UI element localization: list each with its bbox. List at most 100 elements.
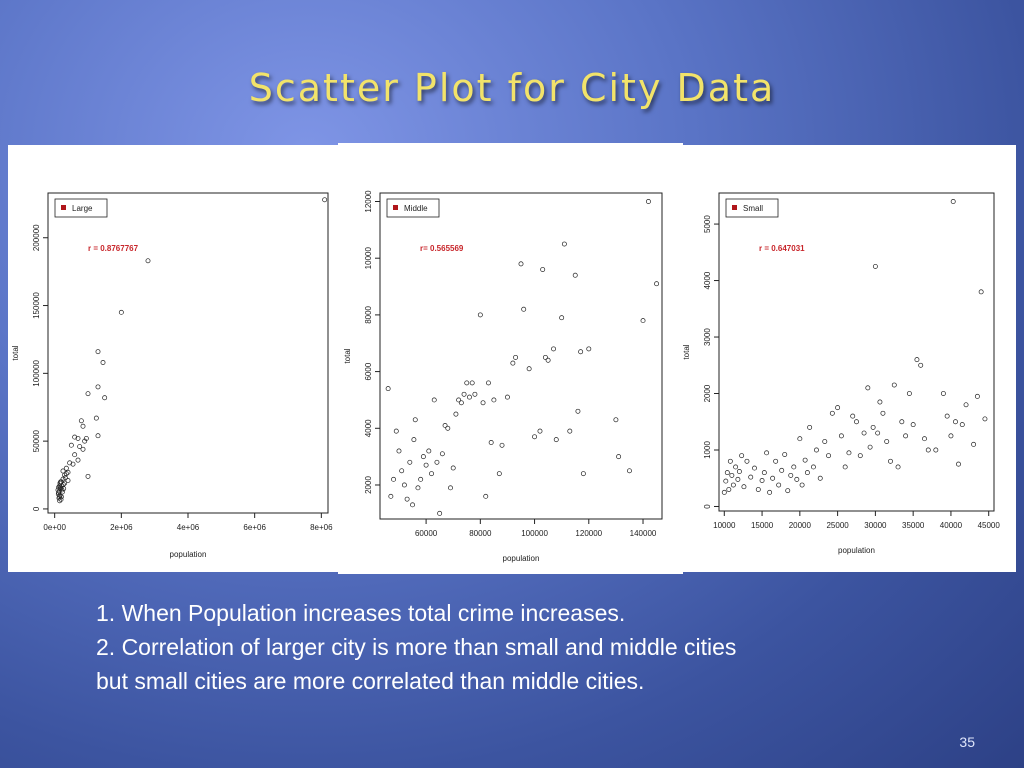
legend-marker	[61, 205, 66, 210]
x-tick-label: 120000	[575, 529, 602, 538]
data-point	[877, 399, 883, 405]
legend-label: Small	[743, 204, 763, 213]
legend: Middle	[386, 198, 440, 218]
data-point	[572, 272, 578, 278]
data-point	[895, 464, 901, 470]
data-point	[788, 472, 794, 478]
data-point	[914, 357, 920, 363]
data-point	[953, 419, 958, 425]
data-point	[906, 391, 912, 396]
y-tick-label: 0	[703, 504, 712, 509]
data-point	[453, 411, 459, 417]
data-point	[759, 478, 765, 483]
data-point	[63, 465, 69, 471]
data-point	[726, 487, 732, 492]
data-point	[70, 461, 76, 467]
data-point	[739, 453, 745, 459]
data-point	[870, 424, 876, 430]
data-point	[835, 405, 841, 411]
data-point	[412, 417, 418, 423]
data-point	[75, 435, 81, 441]
data-point	[95, 433, 101, 439]
x-axis-label: population	[838, 546, 875, 555]
data-point	[727, 458, 733, 464]
data-point	[429, 471, 434, 477]
data-point	[822, 439, 828, 444]
data-point	[799, 482, 805, 488]
data-point	[910, 422, 916, 428]
data-point	[63, 471, 69, 477]
data-point	[504, 394, 510, 400]
data-point	[434, 459, 440, 465]
data-point	[575, 408, 581, 414]
data-point	[553, 437, 559, 443]
data-point	[580, 471, 586, 477]
x-tick-label: 20000	[789, 521, 812, 530]
data-point	[616, 454, 622, 460]
findings-text: 1. When Population increases total crime…	[96, 596, 956, 698]
data-point	[488, 440, 494, 445]
data-point	[322, 197, 328, 203]
x-axis-label: population	[503, 554, 540, 563]
data-point	[483, 493, 489, 499]
data-point	[721, 489, 727, 495]
data-point	[55, 487, 61, 493]
data-point	[794, 476, 800, 482]
data-point	[68, 442, 74, 448]
data-point	[755, 487, 761, 492]
data-point	[415, 485, 421, 491]
small-cities-scatter-plot: 10000 15000 20000 25000 30000 35000 40000 45000…	[683, 192, 1000, 555]
data-point	[561, 241, 567, 247]
data-point	[537, 428, 543, 434]
data-point	[411, 437, 417, 443]
data-point	[779, 467, 785, 473]
data-point	[736, 469, 742, 474]
correlation-annotation: r= 0.565569	[420, 244, 464, 253]
y-tick-label: 4000	[364, 419, 373, 437]
data-point	[857, 453, 863, 459]
data-point	[982, 416, 988, 422]
correlation-annotation: r = 0.8767767	[88, 244, 139, 253]
data-point	[410, 502, 415, 508]
finding-line-2: 2. Correlation of larger city is more th…	[96, 634, 737, 660]
data-point	[613, 417, 619, 423]
data-point	[785, 488, 791, 494]
middle-cities-plot-panel: 60000 80000 100000 120000 140000 2000 4000 6000…	[338, 143, 683, 574]
data-point	[85, 473, 91, 479]
data-point	[903, 433, 909, 439]
x-tick-label: 10000	[713, 521, 736, 530]
x-tick-label: 35000	[902, 521, 925, 530]
legend-box	[725, 198, 779, 218]
data-point	[477, 312, 483, 318]
data-point	[486, 380, 491, 386]
data-point	[654, 281, 660, 287]
data-point	[733, 464, 739, 470]
data-point	[77, 444, 83, 450]
data-point	[880, 410, 886, 416]
data-point	[627, 468, 632, 474]
data-point	[420, 454, 426, 460]
data-point	[729, 472, 735, 478]
data-point	[83, 435, 89, 441]
data-point	[95, 349, 101, 355]
data-point	[391, 476, 397, 482]
x-tick-label: 8e+06	[310, 523, 333, 532]
data-point	[744, 458, 750, 464]
data-point	[67, 460, 73, 466]
y-tick-label: 2000	[703, 384, 712, 402]
data-point	[842, 464, 848, 470]
y-tick-label: 6000	[364, 362, 373, 380]
y-tick-label: 3000	[703, 328, 712, 346]
small-cities-plot-panel: 10000 15000 20000 25000 30000 35000 40000 45000…	[683, 145, 1016, 572]
x-tick-label: 30000	[864, 521, 887, 530]
data-point	[978, 289, 984, 295]
data-point	[80, 446, 86, 452]
x-tick-label: 80000	[469, 529, 492, 538]
data-point	[773, 458, 779, 464]
legend-label: Middle	[404, 204, 428, 213]
data-point	[393, 428, 399, 434]
finding-line-1: 1. When Population increases total crime…	[96, 600, 626, 626]
data-point	[933, 447, 939, 453]
data-point	[971, 441, 977, 447]
data-point	[826, 453, 831, 459]
